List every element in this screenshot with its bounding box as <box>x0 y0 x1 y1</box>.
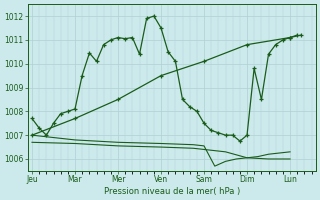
X-axis label: Pression niveau de la mer( hPa ): Pression niveau de la mer( hPa ) <box>104 187 240 196</box>
